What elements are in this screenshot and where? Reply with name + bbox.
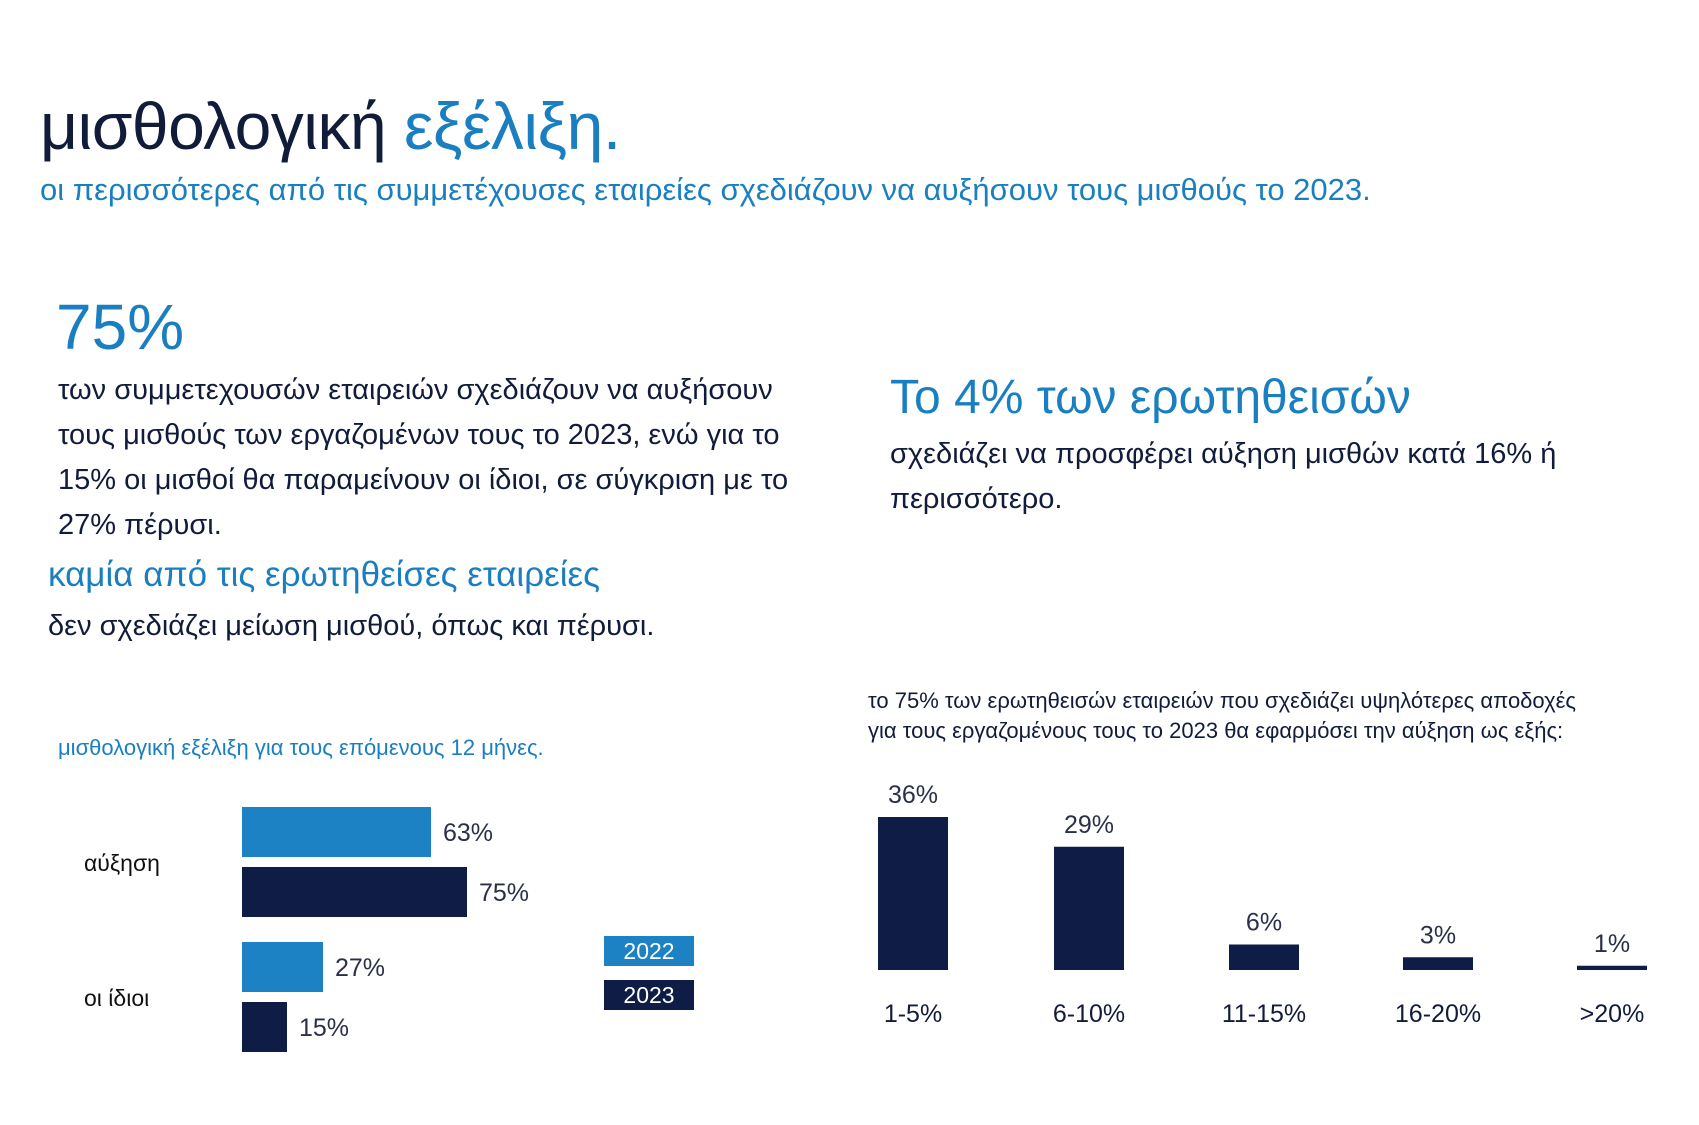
data-label-20: 1%	[1594, 930, 1630, 958]
data-label-11-15: 6%	[1246, 909, 1282, 937]
category-label-1-5: 1-5%	[884, 1000, 942, 1028]
page-title-highlight: εξέλιξη.	[404, 89, 621, 163]
bar-2023-0	[242, 867, 467, 917]
data-label-2023-1: 15%	[299, 1014, 349, 1042]
bar-20	[1577, 965, 1647, 970]
data-label-2022-0: 63%	[443, 819, 493, 847]
bar-1-5	[878, 817, 948, 970]
right-chart-title: το 75% των ερωτηθεισών εταιρειών που σχε…	[868, 686, 1576, 746]
page-subtitle: οι περισσότερες από τις συμμετέχουσες ετ…	[40, 172, 1371, 207]
category-label-1: οι ίδιοι	[84, 985, 149, 1011]
data-label-16-20: 3%	[1420, 921, 1456, 949]
page-title: μισθολογική εξέλιξη.	[40, 88, 621, 164]
stat-4-heading: Το 4% των ερωτηθεισών	[890, 371, 1411, 424]
bar-2022-0	[242, 807, 431, 857]
right-chart-title-line-1: το 75% των ερωτηθεισών εταιρειών που σχε…	[868, 688, 1577, 713]
category-label-16-20: 16-20%	[1395, 1000, 1481, 1028]
category-label-11-15: 11-15%	[1222, 1000, 1306, 1028]
no-decrease-description: δεν σχεδιάζει μείωση μισθού, όπως και πέ…	[48, 610, 655, 642]
bar-11-15	[1229, 944, 1299, 970]
increase-distribution-chart: 36% 1-5% 29% 6-10% 6% 11-15% 3% 16-20% 1% >20%	[878, 781, 1647, 1028]
stat-75-description: των συμμετεχουσών εταιρειών σχεδιάζουν ν…	[58, 374, 789, 541]
legend-label-2023: 2023	[623, 982, 674, 1008]
legend-label-2022: 2022	[623, 938, 674, 964]
data-label-6-10: 29%	[1064, 811, 1114, 839]
no-decrease-heading: καμία από τις ερωτηθείσες εταιρείες	[48, 555, 600, 594]
data-label-2023-0: 75%	[479, 879, 529, 907]
legend-swatch-2022	[604, 936, 694, 966]
category-label-0: αύξηση	[84, 850, 160, 876]
data-label-2022-1: 27%	[335, 954, 385, 982]
bar-16-20	[1403, 957, 1473, 970]
bar-6-10	[1054, 846, 1124, 970]
category-label-20: >20%	[1580, 1000, 1645, 1028]
stat-75-value: 75%	[56, 291, 185, 363]
right-chart-title-line-2: για τους εργαζομένους τους το 2023 θα εφ…	[868, 718, 1564, 743]
category-label-6-10: 6-10%	[1053, 1000, 1125, 1028]
bar-2022-1	[242, 942, 323, 992]
legend-swatch-2023	[604, 980, 694, 1010]
salary-trend-chart: αύξηση 63% 75% οι ίδιοι 27% 15% 2022 2023	[84, 807, 694, 1052]
bar-2023-1	[242, 1002, 287, 1052]
page-title-main: μισθολογική	[40, 89, 404, 163]
stat-4-description: σχεδιάζει να προσφέρει αύξηση μισθών κατ…	[890, 438, 1557, 515]
left-chart-title: μισθολογική εξέλιξη για τους επόμενους 1…	[58, 735, 544, 760]
data-label-1-5: 36%	[888, 781, 938, 809]
